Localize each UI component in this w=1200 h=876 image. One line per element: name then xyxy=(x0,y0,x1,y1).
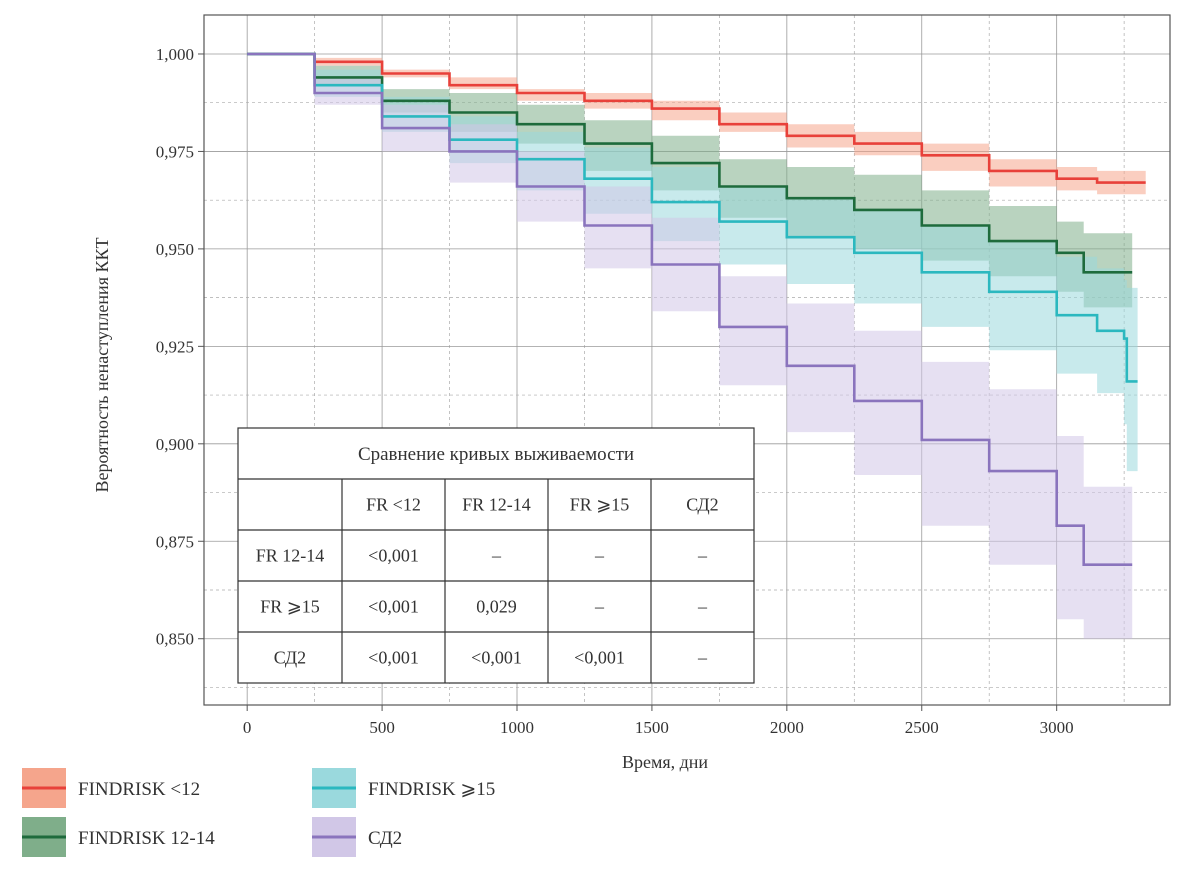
ci-band-0 xyxy=(247,54,1146,195)
y-tick-label: 0,875 xyxy=(156,532,194,551)
x-tick-label: 1000 xyxy=(500,718,534,737)
comparison-table-cell: – xyxy=(697,597,708,617)
x-axis-title: Время, дни xyxy=(622,752,708,772)
y-axis: 0,850 0,875 0,900 0,925 0,950 0,975 1,000 xyxy=(156,45,204,649)
comparison-table-cell: <0,001 xyxy=(368,597,419,617)
comparison-table-cell: FR ⩾15 xyxy=(260,597,320,617)
survival-line-3 xyxy=(247,52,1133,566)
x-axis: 0 500 1000 1500 2000 2500 3000 xyxy=(243,705,1074,737)
x-tick-label: 2500 xyxy=(905,718,939,737)
x-tick-label: 0 xyxy=(243,718,252,737)
comparison-table-cell: <0,001 xyxy=(368,648,419,668)
survival-line-1 xyxy=(247,52,1133,274)
comparison-table-cell: 0,029 xyxy=(476,597,517,617)
legend-label: FINDRISK ⩾15 xyxy=(368,779,495,800)
comparison-table-cell: – xyxy=(594,546,605,566)
y-tick-label: 0,925 xyxy=(156,337,194,356)
comparison-table-title: Сравнение кривых выживаемости xyxy=(358,444,634,465)
comparison-table-header-cell: FR ⩾15 xyxy=(570,495,630,515)
comparison-table-cell: FR 12-14 xyxy=(256,546,325,566)
survival-line-2 xyxy=(247,52,1138,383)
legend-label: СД2 xyxy=(368,828,402,849)
x-tick-label: 2000 xyxy=(770,718,804,737)
comparison-table-cell: <0,001 xyxy=(471,648,522,668)
confidence-bands xyxy=(247,54,1146,639)
survival-curves xyxy=(247,52,1146,566)
comparison-table-cell: – xyxy=(697,648,708,668)
comparison-table-frame xyxy=(237,427,755,684)
survival-line-0 xyxy=(247,52,1146,184)
comparison-table-header-cell: FR 12-14 xyxy=(462,495,531,515)
comparison-table-cell: СД2 xyxy=(274,648,306,668)
comparison-table-cell: <0,001 xyxy=(574,648,625,668)
comparison-table-header-cell: СД2 xyxy=(686,495,718,515)
comparison-table-cell: – xyxy=(697,546,708,566)
legend: FINDRISK <12 FINDRISK 12-14 FINDRISK ⩾15 СД… xyxy=(22,768,495,857)
y-tick-label: 0,950 xyxy=(156,240,194,259)
comparison-table: Сравнение кривых выживаемости FR <12 FR 12… xyxy=(237,427,755,684)
y-tick-label: 0,900 xyxy=(156,435,194,454)
x-tick-label: 500 xyxy=(369,718,395,737)
y-tick-label: 0,975 xyxy=(156,142,194,161)
comparison-table-cell: <0,001 xyxy=(368,546,419,566)
comparison-table-cell: – xyxy=(491,546,502,566)
y-axis-title: Вероятность ненаступления ККТ xyxy=(92,238,112,493)
plot-frame xyxy=(203,14,1171,706)
legend-label: FINDRISK <12 xyxy=(78,779,200,800)
x-tick-label: 3000 xyxy=(1040,718,1074,737)
comparison-table-header-cell: FR <12 xyxy=(366,495,421,515)
comparison-table-cell: – xyxy=(594,597,605,617)
legend-label: FINDRISK 12-14 xyxy=(78,828,215,849)
x-tick-label: 1500 xyxy=(635,718,669,737)
y-tick-label: 1,000 xyxy=(156,45,194,64)
y-tick-label: 0,850 xyxy=(156,630,194,649)
